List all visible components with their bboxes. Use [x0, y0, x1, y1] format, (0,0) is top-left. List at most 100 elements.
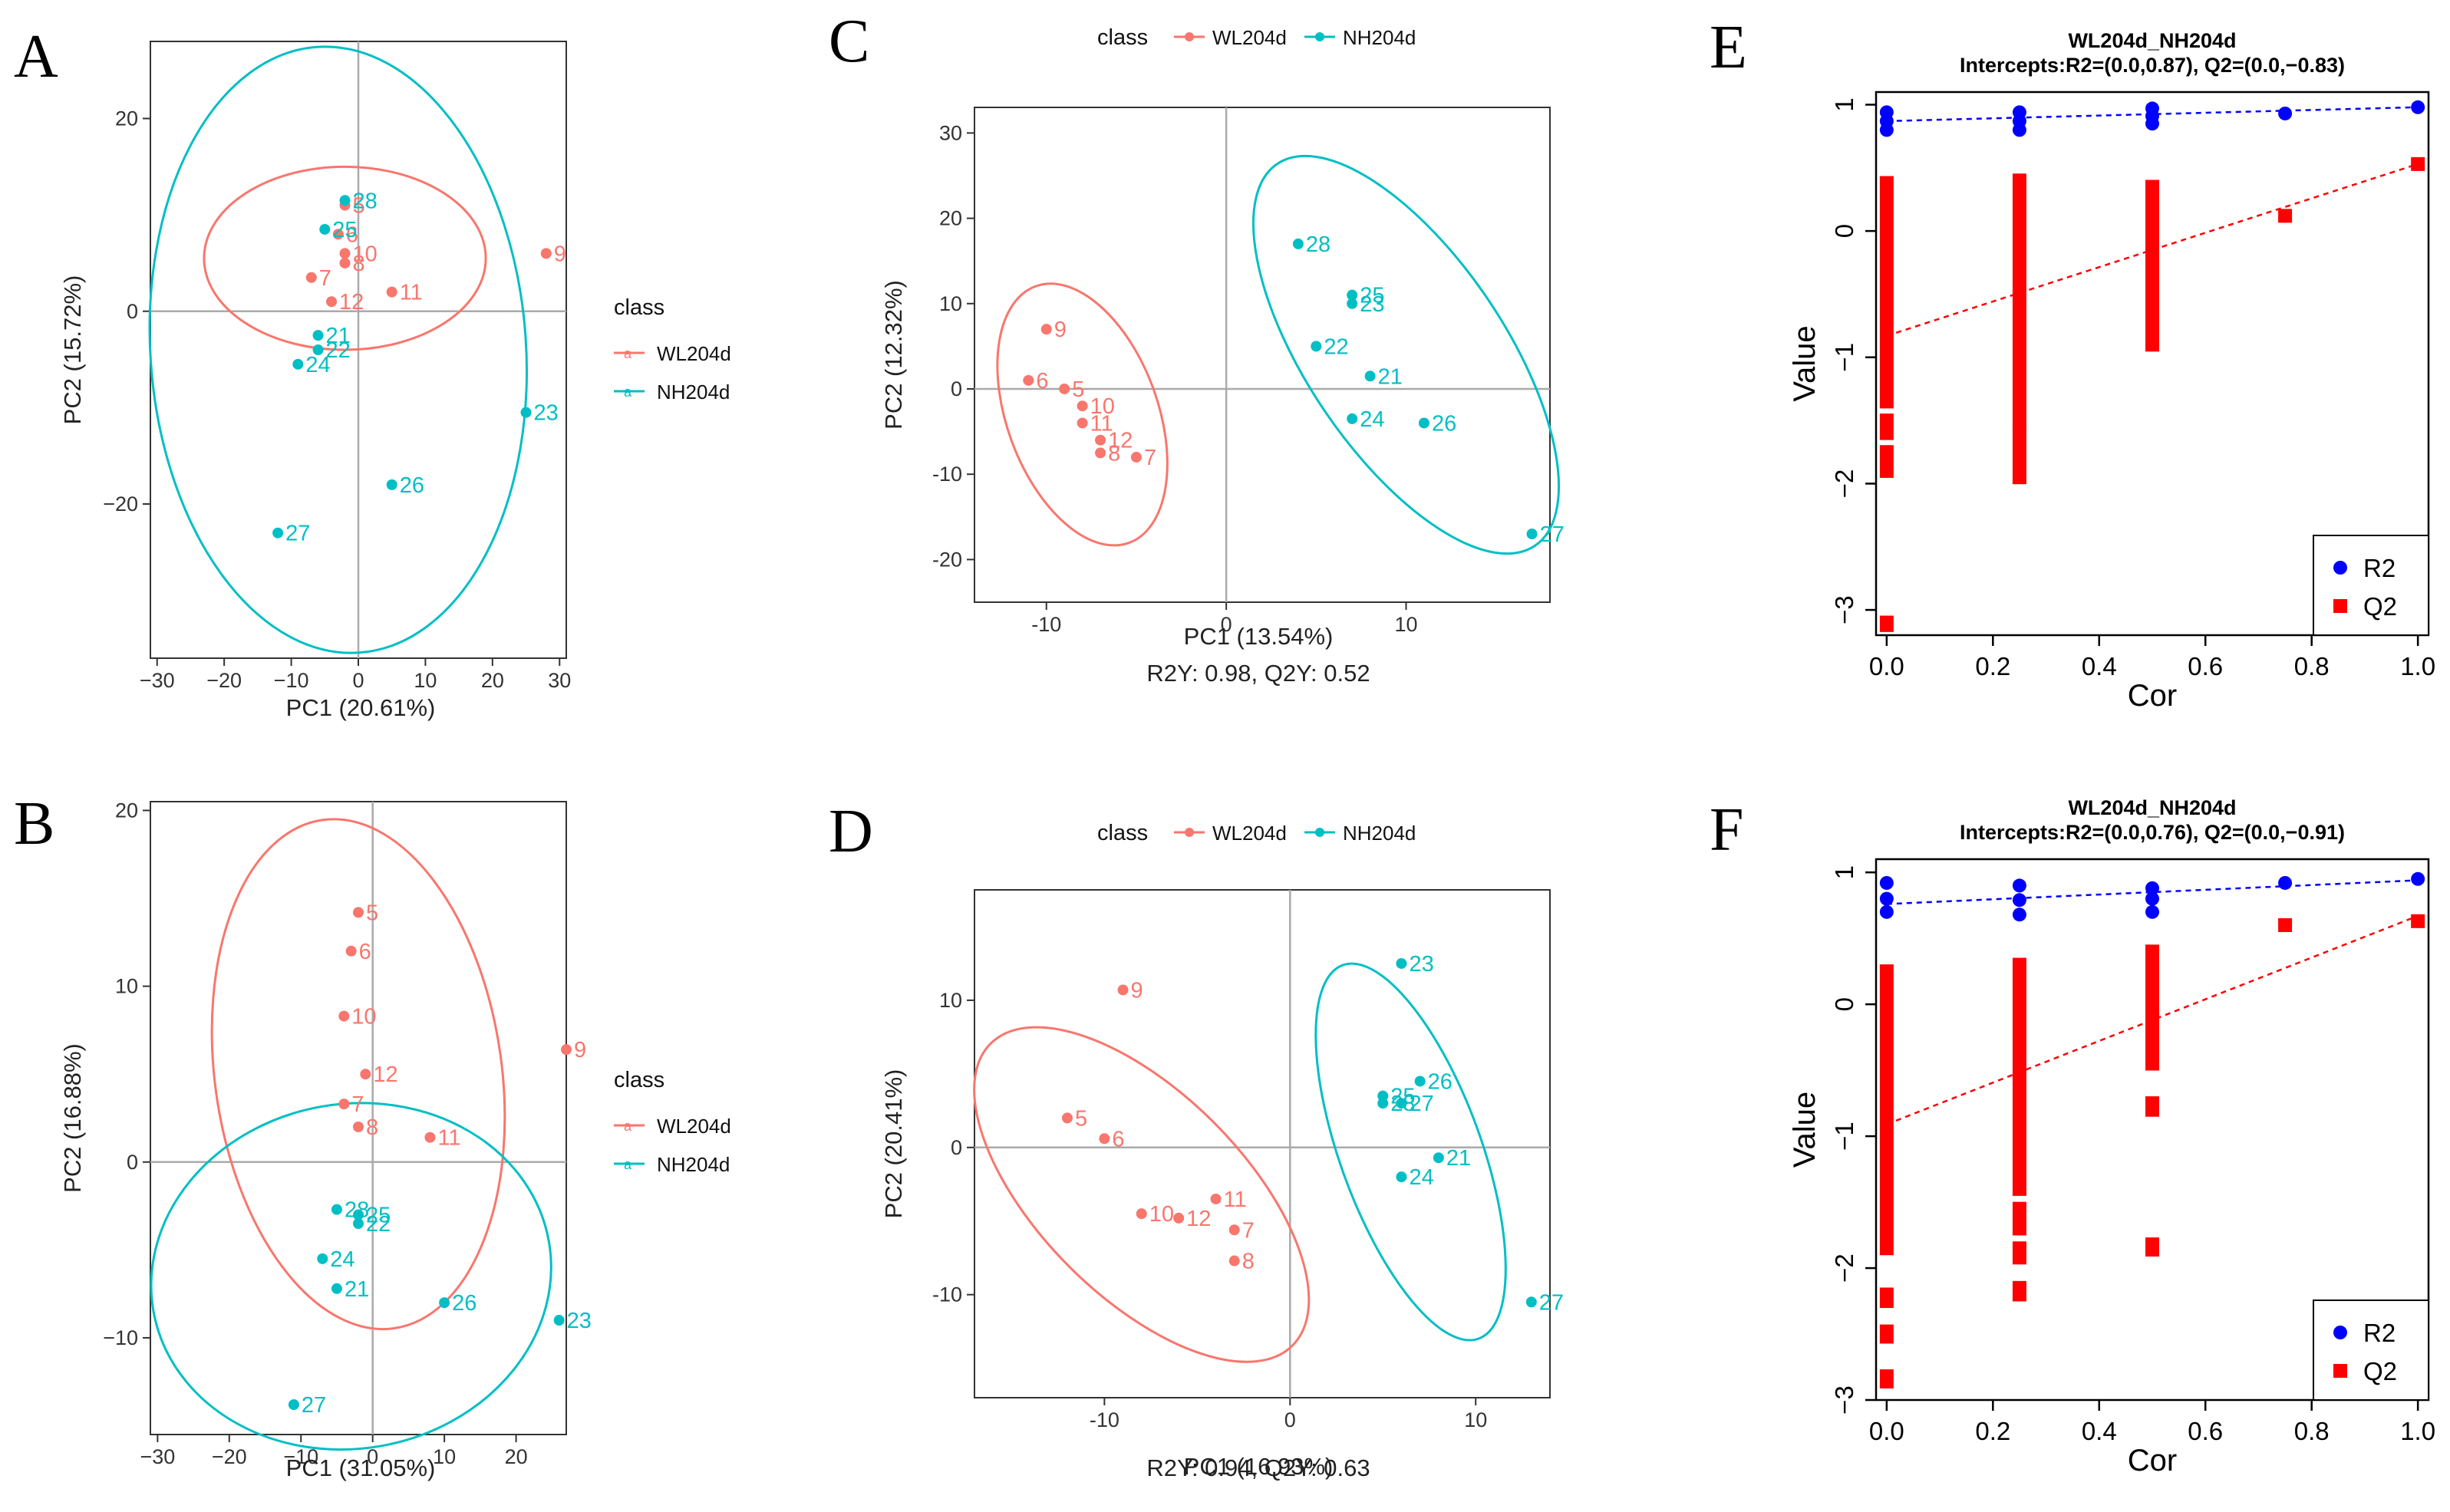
- panel-letter: E: [1710, 14, 1747, 81]
- x-tick-label: 1.0: [2400, 1417, 2435, 1445]
- y-axis-label: PC2 (15.72%): [59, 275, 86, 425]
- data-point-wl204d: [1040, 324, 1052, 335]
- data-point-wl204d: [1173, 1212, 1185, 1224]
- data-point-wl204d: [338, 1010, 350, 1022]
- chart-title: WL204d_NH204d: [2068, 29, 2236, 52]
- intercepts-subtitle: Intercepts:R2=(0.0,0.76), Q2=(0.0,−0.91): [1960, 821, 2345, 844]
- confidence-ellipse-wl204d: [203, 165, 487, 351]
- q2-permutation-column: [2012, 1241, 2026, 1265]
- legend-label: WL204d: [1212, 822, 1287, 845]
- x-tick-label: -10: [1090, 1408, 1119, 1431]
- point-label: 9: [1054, 318, 1067, 342]
- data-point-wl204d: [561, 1044, 572, 1056]
- panel-letter: C: [829, 8, 869, 75]
- q2-point: [2411, 156, 2425, 171]
- x-axis-label: Cor: [2128, 1444, 2177, 1477]
- model-stats-subtitle: R2Y: 0.98, Q2Y: 0.52: [1146, 660, 1370, 687]
- x-tick-label: −20: [212, 1445, 247, 1468]
- y-tick-label: −2: [1830, 469, 1858, 499]
- x-tick-label: 0: [367, 1445, 378, 1468]
- r2-point: [2145, 891, 2159, 906]
- data-point-wl204d: [1095, 434, 1106, 446]
- q2-permutation-column: [2145, 180, 2159, 352]
- panel-a: A −30 −20 −10 0 10 20 30 −20 0 20 PC1 (20.61%) PC2 (…: [14, 23, 731, 721]
- x-tick-label: −10: [274, 669, 309, 692]
- point-label: 23: [534, 401, 559, 426]
- r2-point: [1879, 891, 1894, 906]
- r2-point: [2145, 904, 2159, 919]
- data-point-nh204d: [439, 1297, 450, 1309]
- point-label: 8: [353, 252, 365, 276]
- q2-permutation-column: [2145, 1096, 2159, 1117]
- data-point-wl204d: [360, 1069, 371, 1080]
- data-point-wl204d: [305, 272, 317, 283]
- panel-letter: B: [14, 790, 54, 858]
- data-point-nh204d: [272, 527, 284, 539]
- data-point-wl204d: [1077, 417, 1088, 429]
- point-label: 27: [1409, 1092, 1433, 1116]
- panel-letter: D: [829, 798, 873, 865]
- r2-point: [2145, 881, 2159, 895]
- point-label: 25: [332, 218, 357, 242]
- confidence-ellipse-wl204d: [973, 1026, 1311, 1363]
- data-point-wl204d: [1023, 374, 1034, 386]
- panel-letter: A: [14, 23, 58, 91]
- y-tick-label: 20: [939, 207, 962, 230]
- point-label: 23: [1409, 952, 1433, 977]
- q2-point: [2278, 917, 2293, 932]
- y-tick-label: −1: [1830, 1122, 1858, 1151]
- panel-c: C -10 0 10 -20 -10 0 10 20 30 PC1 (13.54%) PC2 (12.…: [829, 8, 1565, 687]
- point-label: 23: [1360, 292, 1384, 317]
- data-point-wl204d: [339, 248, 351, 259]
- q2-permutation-column: [1879, 176, 1894, 409]
- point-label: 24: [330, 1247, 354, 1272]
- y-tick-label: 10: [115, 975, 138, 998]
- confidence-ellipse-wl204d: [996, 282, 1169, 547]
- q2-permutation-column: [1879, 1369, 1894, 1388]
- x-tick-label: 0.6: [2188, 652, 2223, 680]
- legend-key-glyph: a: [624, 1118, 632, 1134]
- y-tick-label: −20: [103, 492, 138, 516]
- point-label: 28: [353, 189, 378, 213]
- point-label: 9: [554, 242, 566, 266]
- point-label: 25: [366, 1204, 391, 1228]
- confidence-ellipse-nh204d: [1251, 154, 1561, 555]
- x-tick-label: 0.6: [2188, 1417, 2223, 1445]
- r2-point: [2411, 100, 2425, 114]
- panel-d: D -10 0 10 -10 0 10 PC1 (16.93%) PC2 (20.41%) R2Y…: [829, 798, 1564, 1481]
- legend-label: R2: [2363, 554, 2396, 582]
- y-tick-label: 0: [127, 1151, 138, 1174]
- point-label: 6: [346, 222, 358, 247]
- data-point-wl204d: [1130, 451, 1142, 463]
- data-point-wl204d: [386, 286, 397, 298]
- point-label: 22: [366, 1212, 391, 1237]
- r2-point: [1879, 904, 1894, 919]
- q2-permutation-column: [1879, 445, 1894, 478]
- data-point-nh204d: [317, 1253, 328, 1264]
- x-tick-label: 20: [481, 669, 504, 692]
- point-label: 26: [400, 473, 424, 498]
- x-tick-label: 10: [1464, 1408, 1487, 1431]
- q2-permutation-column: [1879, 1324, 1894, 1344]
- data-point-nh204d: [386, 479, 397, 490]
- y-tick-label: 0: [1830, 997, 1858, 1011]
- data-point-wl204d: [424, 1132, 436, 1143]
- point-label: 8: [1108, 441, 1120, 466]
- q2-point: [2411, 914, 2425, 928]
- r2-point: [1879, 875, 1894, 890]
- x-tick-label: −30: [140, 669, 175, 692]
- r2-point: [2012, 878, 2026, 893]
- legend-label: WL204d: [657, 342, 731, 365]
- legend-title: class: [614, 295, 664, 320]
- data-point-nh204d: [319, 223, 331, 235]
- plot-frame: [974, 107, 1551, 603]
- y-axis-label: Value: [1788, 1092, 1822, 1168]
- y-tick-label: 30: [939, 121, 962, 144]
- y-tick-label: 0: [127, 300, 138, 323]
- point-label: 5: [366, 901, 378, 925]
- data-point-nh204d: [312, 330, 324, 341]
- x-tick-label: −10: [283, 1445, 318, 1468]
- point-label: 9: [574, 1038, 586, 1062]
- model-stats-subtitle: R2Y: 0.94, Q2Y: 0.63: [1146, 1454, 1370, 1481]
- y-tick-label: 20: [115, 799, 138, 822]
